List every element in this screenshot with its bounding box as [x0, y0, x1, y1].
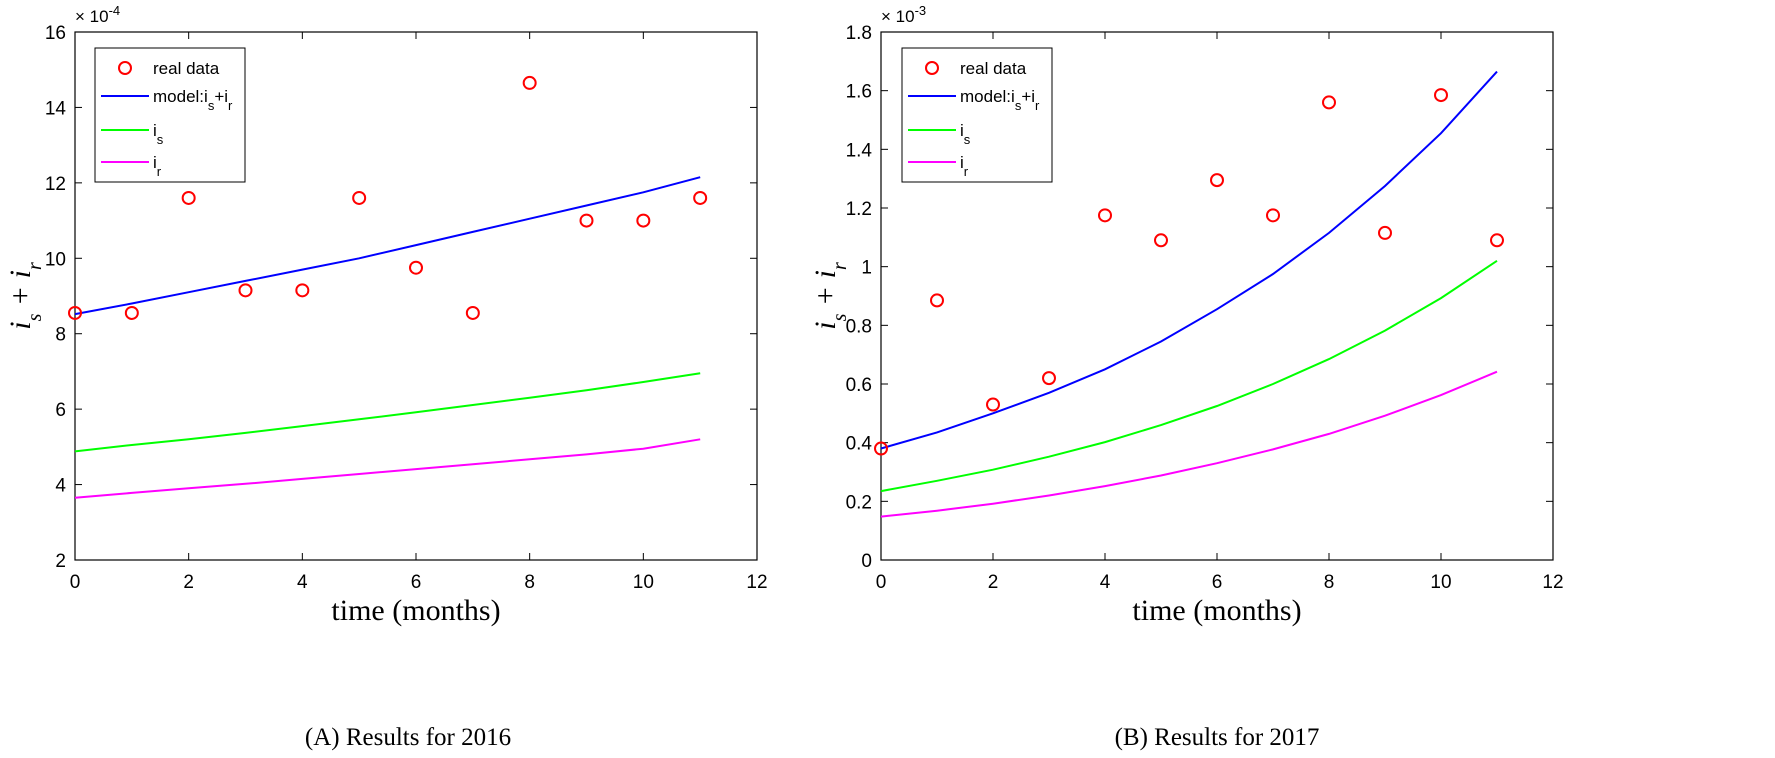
y-tick-label: 6 [55, 400, 66, 421]
y-axis-label: is + ir [809, 262, 851, 330]
x-tick-label: 2 [183, 572, 194, 593]
legend: real data model:is+ir is ir [901, 47, 1053, 183]
data-point [68, 305, 82, 320]
panel-caption: (B) Results for 2017 [1115, 724, 1320, 751]
data-point [874, 441, 888, 456]
data-point [1210, 173, 1224, 188]
x-tick-label: 10 [633, 572, 654, 593]
series-line-is [74, 372, 701, 453]
x-tick-label: 10 [1430, 572, 1451, 593]
legend-label-model: model:is+ir [960, 87, 1040, 113]
x-tick-label: 0 [70, 572, 81, 593]
series-line-model [74, 176, 701, 316]
legend-label-ir: ir [960, 153, 969, 179]
x-tick-label: 6 [411, 572, 422, 593]
data-point [181, 190, 196, 205]
data-point [1042, 371, 1056, 386]
data-point [465, 305, 480, 320]
y-tick-label: 1.8 [846, 23, 872, 44]
series-line-ir [880, 370, 1498, 518]
y-tick-label: 8 [55, 325, 66, 346]
data-point [986, 397, 1000, 412]
y-tick-label: 2 [55, 551, 66, 572]
x-axis-label: time (months) [1132, 594, 1301, 627]
legend-label-is: is [960, 121, 971, 147]
y-exponent-label: × 10-4 [75, 3, 120, 27]
x-tick-label: 4 [1100, 572, 1111, 593]
x-axis-label: time (months) [331, 594, 500, 627]
series-line-model [880, 70, 1498, 450]
x-tick-label: 8 [1324, 572, 1335, 593]
legend-label-model: model:is+ir [153, 87, 233, 113]
data-point [1378, 225, 1392, 240]
data-point [522, 75, 537, 90]
y-axis-label: is + ir [4, 262, 46, 330]
data-point [409, 260, 423, 275]
x-tick-label: 6 [1212, 572, 1223, 593]
legend-marker-real-data [118, 61, 132, 75]
data-point [1154, 233, 1168, 248]
data-point [636, 213, 651, 228]
y-tick-label: 1.6 [846, 82, 872, 103]
legend-label-real-data: real data [153, 59, 220, 78]
x-tick-label: 2 [988, 572, 999, 593]
series-line-is [880, 259, 1498, 493]
y-tick-label: 1.4 [846, 140, 873, 161]
data-point [579, 213, 594, 228]
data-point [295, 283, 310, 298]
data-point [238, 283, 253, 298]
x-tick-label: 0 [876, 572, 887, 593]
series-line-ir [74, 438, 701, 499]
x-tick-label: 8 [524, 572, 535, 593]
legend-label-ir: ir [153, 153, 162, 179]
legend-marker-real-data [925, 61, 939, 75]
data-point [1266, 208, 1280, 223]
x-tick-label: 12 [746, 572, 767, 593]
data-point [1322, 95, 1336, 110]
y-tick-label: 0 [861, 551, 872, 572]
data-point [1434, 88, 1448, 103]
y-tick-label: 10 [45, 249, 66, 270]
data-point [930, 293, 944, 308]
data-point [1098, 208, 1112, 223]
y-tick-label: 1 [861, 258, 872, 279]
legend-label-real-data: real data [960, 59, 1027, 78]
data-point [1490, 233, 1504, 248]
legend: real data model:is+ir is ir [94, 47, 246, 183]
x-tick-label: 12 [1542, 572, 1563, 593]
y-tick-label: 0.4 [846, 434, 873, 455]
y-tick-label: 16 [45, 23, 66, 44]
panel-caption: (A) Results for 2016 [305, 724, 511, 751]
x-tick-label: 4 [297, 572, 308, 593]
data-point [124, 305, 139, 320]
y-tick-label: 14 [45, 98, 67, 119]
data-point [352, 190, 367, 205]
y-tick-label: 0.6 [846, 375, 872, 396]
panel-2017: 0 2 4 6 8 10 12 0 0.2 0.4 0.6 0.8 1 1.2 1.4 1.6 1.8 × 10-… [809, 3, 1564, 752]
y-tick-label: 1.2 [846, 199, 872, 220]
y-tick-label: 0.2 [846, 492, 872, 513]
y-tick-label: 12 [45, 174, 66, 195]
y-tick-label: 4 [55, 476, 66, 497]
legend-label-is: is [153, 121, 164, 147]
y-exponent-label: × 10-3 [881, 3, 926, 27]
y-tick-label: 0.8 [846, 316, 872, 337]
data-point [693, 190, 708, 205]
